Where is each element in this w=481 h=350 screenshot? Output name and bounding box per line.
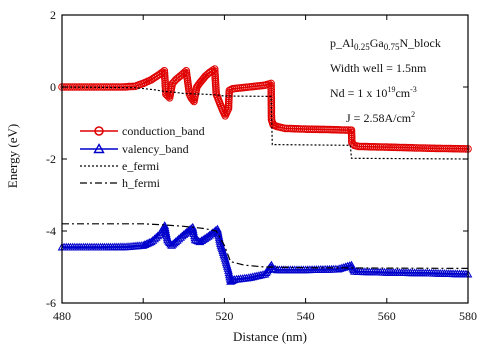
data-point-valency-band [228,275,238,284]
legend-label-conduction-band: conduction_band [122,124,205,138]
annotation-block: p_Al0.25Ga0.75N_block Width well = 1.5nm… [330,36,441,125]
data-point-valency-band [169,238,179,247]
legend-marker-valency-band [93,143,105,154]
x-tick-label: 560 [378,309,396,323]
y-tick-label: -6 [46,296,56,310]
x-tick-label: 480 [53,309,71,323]
x-axis-title: Distance (nm) [233,329,307,344]
data-point-valency-band [168,239,178,248]
series-layer [57,65,473,285]
annotation-doping: Nd = 1 x 1019cm-3 [330,85,417,100]
legend-label-e-fermi: e_fermi [122,159,160,173]
legend-label-h-fermi: h_fermi [122,176,161,190]
data-point-valency-band [270,264,280,273]
series-line-e-fermi [61,86,469,160]
data-point-conduction-band [348,136,356,145]
data-point-valency-band [177,231,187,240]
data-point-conduction-band [291,125,300,133]
series-markers-valency-band [57,221,473,285]
series-line-valency-band [62,223,469,283]
x-tick-label: 540 [297,309,315,323]
x-tick-label: 500 [134,309,152,323]
y-axis-title: Energy (eV) [5,124,20,188]
annotation-well-width: Width well = 1.5nm [330,61,427,75]
legend-marker-conduction-band [94,126,104,136]
series-line-h-fermi [62,223,469,269]
data-point-conduction-band [459,145,468,153]
y-tick-label: -4 [46,224,56,238]
annotation-structure: p_Al0.25Ga0.75N_block [330,36,441,52]
data-point-conduction-band [227,85,235,94]
series-markers-conduction-band [58,65,472,153]
y-tick-label: -2 [46,152,56,166]
y-tick-label: 0 [50,80,56,94]
ticks-layer: 480 500 520 540 560 580 -6 -4 -2 0 2 [46,8,477,323]
annotation-current-density: J = 2.58A/cm2 [346,110,415,125]
data-point-conduction-band [109,83,117,91]
legend-label-valency-band: valency_band [122,142,189,156]
data-point-conduction-band [200,73,208,82]
y-tick-label: 2 [50,8,56,22]
data-point-conduction-band [224,102,233,111]
data-point-conduction-band [332,126,340,134]
legend: conduction_band valency_band e_fermi h_f… [80,124,205,190]
data-point-conduction-band [347,134,356,143]
x-tick-label: 580 [459,309,477,323]
data-point-conduction-band [462,145,470,153]
data-point-conduction-band [366,143,375,151]
x-tick-label: 520 [215,309,233,323]
data-point-conduction-band [312,125,320,134]
